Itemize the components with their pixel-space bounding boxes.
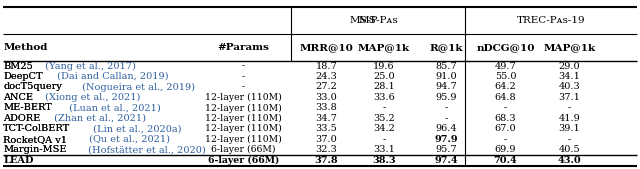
Text: 33.0: 33.0 bbox=[316, 93, 337, 102]
Text: R@1k: R@1k bbox=[429, 43, 463, 52]
Text: 12-layer (110M): 12-layer (110M) bbox=[205, 93, 282, 102]
Text: 64.2: 64.2 bbox=[495, 82, 516, 91]
Text: 39.1: 39.1 bbox=[559, 124, 580, 133]
Text: -: - bbox=[568, 135, 572, 144]
Text: 28.1: 28.1 bbox=[373, 82, 395, 91]
Text: BM25: BM25 bbox=[3, 62, 33, 70]
Text: -: - bbox=[568, 103, 572, 112]
Text: ANCE: ANCE bbox=[3, 93, 33, 102]
Text: 24.3: 24.3 bbox=[316, 72, 337, 81]
Text: 12-layer (110M): 12-layer (110M) bbox=[205, 124, 282, 134]
Text: nDCG@10: nDCG@10 bbox=[476, 43, 535, 52]
Text: ADORE: ADORE bbox=[3, 114, 40, 123]
Text: (Qu et al., 2021): (Qu et al., 2021) bbox=[86, 135, 170, 144]
Text: (Luan et al., 2021): (Luan et al., 2021) bbox=[67, 103, 161, 112]
Text: 85.7: 85.7 bbox=[435, 62, 457, 70]
Text: 40.3: 40.3 bbox=[559, 82, 580, 91]
Text: 33.5: 33.5 bbox=[316, 124, 337, 133]
Text: -: - bbox=[382, 103, 386, 112]
Text: 33.6: 33.6 bbox=[373, 93, 395, 102]
Text: 70.4: 70.4 bbox=[493, 156, 518, 165]
Text: docT5query: docT5query bbox=[3, 82, 62, 91]
Text: 33.8: 33.8 bbox=[316, 103, 337, 112]
Text: ANCE: ANCE bbox=[3, 93, 33, 102]
Text: (Lin et al., 2020a): (Lin et al., 2020a) bbox=[90, 124, 182, 133]
Text: 64.8: 64.8 bbox=[495, 93, 516, 102]
Text: 35.2: 35.2 bbox=[373, 114, 395, 123]
Text: 43.0: 43.0 bbox=[557, 156, 582, 165]
Text: 96.4: 96.4 bbox=[435, 124, 457, 133]
Text: MAP@1k: MAP@1k bbox=[358, 43, 410, 52]
Text: MAP@1k: MAP@1k bbox=[543, 43, 596, 52]
Text: 12-layer (110M): 12-layer (110M) bbox=[205, 135, 282, 144]
Text: 12-layer (110M): 12-layer (110M) bbox=[205, 103, 282, 113]
Text: 18.7: 18.7 bbox=[316, 62, 337, 70]
Text: 37.1: 37.1 bbox=[559, 93, 580, 102]
Text: 94.7: 94.7 bbox=[435, 82, 457, 91]
Text: DeepCT: DeepCT bbox=[3, 72, 43, 81]
Text: Method: Method bbox=[3, 43, 47, 52]
Text: Margin-MSE: Margin-MSE bbox=[3, 145, 67, 154]
Text: 6-layer (66M): 6-layer (66M) bbox=[207, 156, 279, 165]
Text: 19.6: 19.6 bbox=[373, 62, 395, 70]
Text: 38.3: 38.3 bbox=[372, 156, 396, 165]
Text: 32.3: 32.3 bbox=[316, 145, 337, 154]
Text: -: - bbox=[242, 82, 244, 91]
Text: #Params: #Params bbox=[217, 43, 269, 52]
Text: RocketQA v1: RocketQA v1 bbox=[3, 135, 67, 144]
Text: docT5query: docT5query bbox=[3, 82, 62, 91]
Text: 12-layer (110M): 12-layer (110M) bbox=[205, 114, 282, 123]
Text: 6-layer (66M): 6-layer (66M) bbox=[211, 145, 275, 154]
Text: 67.0: 67.0 bbox=[495, 124, 516, 133]
Text: -: - bbox=[444, 103, 448, 112]
Text: DeepCT: DeepCT bbox=[3, 72, 43, 81]
Text: 27.2: 27.2 bbox=[316, 82, 337, 91]
Text: ADORE: ADORE bbox=[3, 114, 40, 123]
Text: BM25: BM25 bbox=[3, 62, 33, 70]
Text: 34.1: 34.1 bbox=[559, 72, 580, 81]
Text: 41.9: 41.9 bbox=[559, 114, 580, 123]
Text: 91.0: 91.0 bbox=[435, 72, 457, 81]
Text: (Hofstätter et al., 2020): (Hofstätter et al., 2020) bbox=[85, 145, 206, 154]
Text: 37.8: 37.8 bbox=[315, 156, 338, 165]
Text: (Dai and Callan, 2019): (Dai and Callan, 2019) bbox=[54, 72, 169, 81]
Text: RocketQA v1: RocketQA v1 bbox=[3, 135, 67, 144]
Text: (Yang et al., 2017): (Yang et al., 2017) bbox=[42, 62, 136, 71]
Text: MRR@10: MRR@10 bbox=[300, 43, 353, 52]
Text: 37.0: 37.0 bbox=[316, 135, 337, 144]
Text: 29.0: 29.0 bbox=[559, 62, 580, 70]
Text: -: - bbox=[504, 103, 508, 112]
Text: TREC-Pᴀs-19: TREC-Pᴀs-19 bbox=[516, 16, 586, 25]
Text: 34.7: 34.7 bbox=[316, 114, 337, 123]
Text: (Xiong et al., 2021): (Xiong et al., 2021) bbox=[42, 93, 140, 102]
Text: ME-BERT: ME-BERT bbox=[3, 103, 52, 112]
Text: Margin-MSE: Margin-MSE bbox=[3, 145, 67, 154]
Text: 95.9: 95.9 bbox=[435, 93, 457, 102]
Text: -: - bbox=[242, 62, 244, 70]
Text: 97.4: 97.4 bbox=[435, 156, 458, 165]
Text: ME-BERT: ME-BERT bbox=[3, 103, 52, 112]
Text: 68.3: 68.3 bbox=[495, 114, 516, 123]
Text: -: - bbox=[382, 135, 386, 144]
Text: 55.0: 55.0 bbox=[495, 72, 516, 81]
Text: LEAD: LEAD bbox=[3, 156, 33, 165]
Text: TCT-ColBERT: TCT-ColBERT bbox=[3, 124, 70, 133]
Text: -: - bbox=[504, 135, 508, 144]
Text: 97.9: 97.9 bbox=[435, 135, 458, 144]
Text: 33.1: 33.1 bbox=[373, 145, 395, 154]
Text: 49.7: 49.7 bbox=[495, 62, 516, 70]
Text: 40.5: 40.5 bbox=[559, 145, 580, 154]
Text: 34.2: 34.2 bbox=[373, 124, 395, 133]
Text: 95.7: 95.7 bbox=[435, 145, 457, 154]
Text: MS-Pᴀs: MS-Pᴀs bbox=[358, 16, 398, 25]
Text: (Nogueira et al., 2019): (Nogueira et al., 2019) bbox=[79, 82, 195, 92]
Text: 25.0: 25.0 bbox=[373, 72, 395, 81]
Text: 69.9: 69.9 bbox=[495, 145, 516, 154]
Text: -: - bbox=[444, 114, 448, 123]
Text: -: - bbox=[242, 72, 244, 81]
Text: MS-P: MS-P bbox=[349, 16, 378, 25]
Text: TCT-ColBERT: TCT-ColBERT bbox=[3, 124, 70, 133]
Text: (Zhan et al., 2021): (Zhan et al., 2021) bbox=[51, 114, 147, 123]
